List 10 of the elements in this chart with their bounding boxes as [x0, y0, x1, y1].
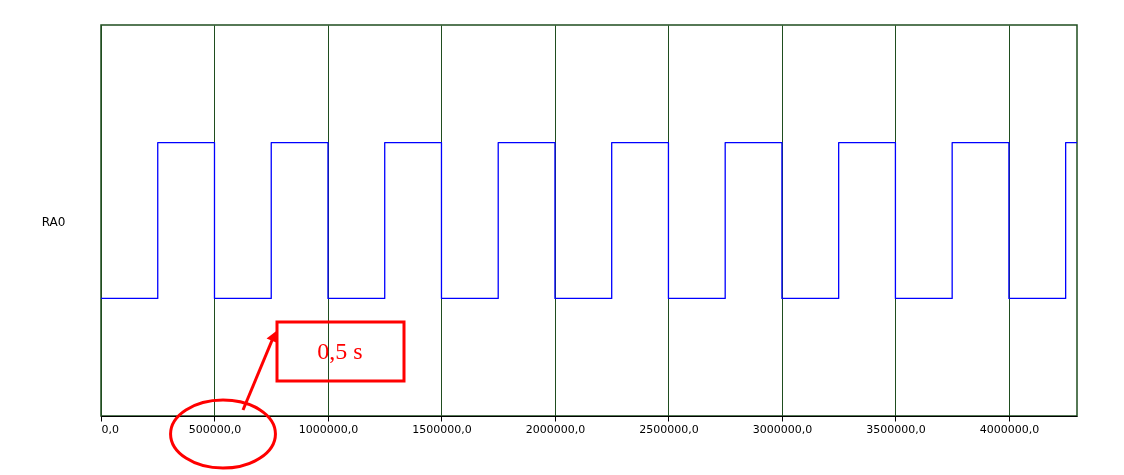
x-tick-label: 1000000,0 [298, 422, 359, 436]
x-tick-label: 1500000,0 [412, 422, 472, 436]
x-tick-label: 2500000,0 [639, 422, 699, 436]
x-tick-label: 4000000,0 [979, 422, 1040, 436]
y-axis-title: RA0 [41, 214, 66, 229]
x-tick-label: 0,0 [101, 422, 119, 436]
x-tick-label: 3000000,0 [752, 422, 813, 436]
x-tick-label: 3500000,0 [866, 422, 926, 436]
x-tick-label: 500000,0 [188, 422, 242, 436]
x-tick-label: 2000000,0 [525, 422, 586, 436]
